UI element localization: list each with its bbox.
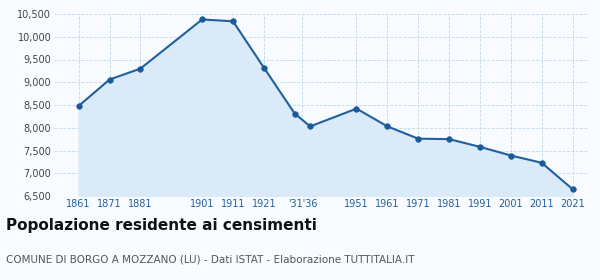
Text: COMUNE DI BORGO A MOZZANO (LU) - Dati ISTAT - Elaborazione TUTTITALIA.IT: COMUNE DI BORGO A MOZZANO (LU) - Dati IS… [6, 255, 415, 265]
Text: Popolazione residente ai censimenti: Popolazione residente ai censimenti [6, 218, 317, 234]
